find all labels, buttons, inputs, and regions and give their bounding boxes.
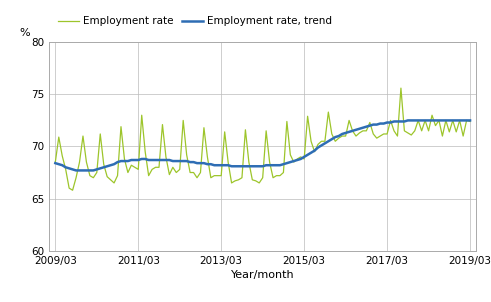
Employment rate, trend	[446, 119, 452, 122]
Employment rate	[315, 143, 321, 146]
Line: Employment rate: Employment rate	[55, 88, 470, 190]
Employment rate	[70, 188, 76, 192]
Employment rate	[398, 86, 404, 90]
Employment rate, trend	[467, 119, 473, 122]
Line: Employment rate, trend: Employment rate, trend	[55, 120, 470, 170]
Text: %: %	[19, 28, 30, 38]
Employment rate, trend	[232, 165, 238, 168]
Employment rate	[53, 160, 58, 164]
Employment rate, trend	[97, 166, 103, 170]
Employment rate	[467, 120, 473, 123]
Employment rate	[97, 132, 103, 136]
X-axis label: Year/month: Year/month	[231, 270, 295, 280]
Employment rate, trend	[315, 146, 321, 149]
Employment rate	[232, 179, 238, 183]
Employment rate, trend	[53, 161, 58, 165]
Employment rate, trend	[336, 134, 342, 138]
Employment rate	[446, 130, 452, 134]
Employment rate, trend	[73, 169, 79, 172]
Employment rate, trend	[153, 158, 159, 162]
Employment rate	[153, 165, 159, 169]
Employment rate	[336, 136, 342, 140]
Employment rate, trend	[405, 119, 411, 122]
Legend: Employment rate, Employment rate, trend: Employment rate, Employment rate, trend	[55, 12, 336, 31]
